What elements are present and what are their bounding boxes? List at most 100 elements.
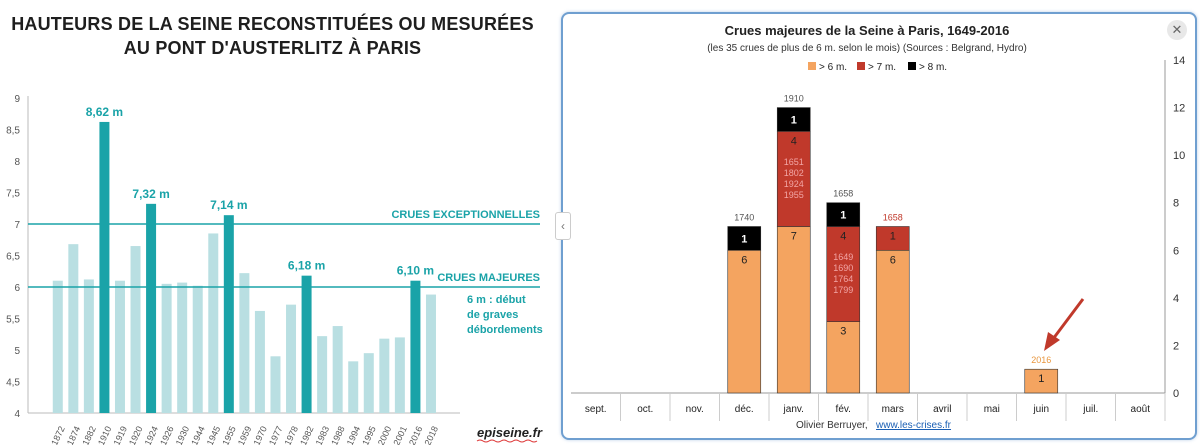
data-label: 8,62 m: [86, 105, 123, 119]
bar-1994: [348, 361, 359, 413]
bar-segment-mars: [875, 226, 910, 251]
bar-segment-janv.: [776, 131, 811, 227]
x-tick-label: août: [1131, 404, 1151, 415]
y-tick-label: 8: [14, 157, 20, 168]
bar-2016: [410, 280, 421, 413]
y-tick-label: 6: [1173, 245, 1179, 257]
bar-1982: [301, 275, 312, 413]
close-button[interactable]: ✕: [1167, 20, 1187, 40]
y-tick-label: 8,5: [6, 126, 20, 137]
x-tick-label: juin: [1032, 404, 1049, 415]
y-tick-label: 12: [1173, 103, 1185, 115]
bar-annotation: 1658: [883, 213, 903, 223]
bar-1944: [192, 285, 203, 413]
red-arrow-shaft: [1051, 298, 1085, 340]
y-tick-label: 8: [1173, 198, 1179, 210]
legend-swatch: [808, 62, 816, 70]
y-tick-label: 0: [1173, 388, 1179, 400]
reference-line-label: CRUES MAJEURES: [437, 272, 540, 284]
legend-label: > 7 m.: [868, 62, 896, 73]
bar-segment-déc.: [727, 226, 762, 251]
segment-label: 3: [840, 326, 846, 338]
y-tick-label: 4: [14, 409, 20, 420]
bar-segment-mars: [875, 249, 910, 394]
inner-note-line: 1802: [784, 168, 804, 178]
data-label: 7,14 m: [210, 198, 247, 212]
left-chart-subtitle: AU PONT D'AUSTERLITZ À PARIS: [123, 38, 422, 58]
bar-1910: [99, 121, 110, 413]
data-label: 6,18 m: [288, 259, 325, 273]
bar-1978: [286, 304, 297, 413]
bar-1945: [208, 233, 219, 413]
bar-1995: [363, 353, 374, 413]
inner-note-line: 1690: [833, 263, 853, 273]
previous-arrow-button[interactable]: ‹: [555, 212, 571, 240]
bar-annotation: 1658: [833, 189, 853, 199]
segment-label: 7: [791, 231, 797, 243]
bar-segment-janv.: [776, 107, 811, 132]
right-chart-svg: Crues majeures de la Seine à Paris, 1649…: [571, 23, 1185, 431]
bar-2018: [425, 294, 436, 413]
bar-2000: [379, 338, 390, 413]
inner-note-line: 1651: [784, 157, 804, 167]
bar-1919: [114, 280, 125, 413]
x-tick-label: avril: [933, 404, 951, 415]
bar-1872: [52, 280, 63, 413]
bar-segment-fév.: [826, 202, 861, 227]
bar-1988: [332, 326, 343, 413]
data-label: 6,10 m: [397, 264, 434, 278]
left-chart-svg: 44,555,566,577,588,5918721874188219108,6…: [6, 94, 543, 445]
y-tick-label: 2: [1173, 340, 1179, 352]
bar-1920: [130, 246, 141, 413]
segment-label: 1: [741, 233, 747, 245]
segment-label: 4: [791, 135, 797, 147]
x-tick-label: janv.: [783, 404, 804, 415]
x-tick-label: déc.: [735, 404, 754, 415]
y-tick-label: 5,5: [6, 315, 20, 326]
bar-2001: [394, 337, 405, 413]
x-tick-label: nov.: [686, 404, 704, 415]
right-chart-window: Crues majeures de la Seine à Paris, 1649…: [555, 12, 1197, 440]
bar-1959: [239, 273, 250, 413]
left-chart-title: HAUTEURS DE LA SEINE RECONSTITUÉES OU ME…: [11, 14, 534, 34]
chart-subtitle: (les 35 crues de plus de 6 m. selon le m…: [707, 43, 1027, 54]
reference-note-line: 6 m : début: [467, 294, 526, 306]
y-tick-label: 7: [14, 220, 20, 231]
inner-note-line: 1649: [833, 252, 853, 262]
bar-annotation: 1910: [784, 94, 804, 104]
legend-label: > 8 m.: [919, 62, 947, 73]
author-label: Olivier Berruyer,: [796, 420, 868, 431]
legend-swatch: [857, 62, 865, 70]
bar-1882: [83, 279, 94, 413]
red-arrow-head: [1044, 332, 1060, 351]
bar-segment-déc.: [727, 249, 762, 394]
bar-1983: [317, 336, 328, 413]
source-link[interactable]: www.les-crises.fr: [875, 420, 952, 431]
left-chart-panel: HAUTEURS DE LA SEINE RECONSTITUÉES OU ME…: [0, 0, 545, 445]
y-tick-label: 6,5: [6, 252, 20, 263]
bar-1977: [270, 356, 281, 413]
y-tick-label: 6: [14, 283, 20, 294]
y-tick-label: 14: [1173, 55, 1185, 67]
data-label: 7,32 m: [132, 187, 169, 201]
y-tick-label: 10: [1173, 150, 1185, 162]
bar-1874: [68, 244, 79, 413]
bar-1924: [146, 203, 157, 413]
bar-segment-fév.: [826, 321, 861, 394]
y-tick-label: 4,5: [6, 378, 20, 389]
bar-segment-fév.: [826, 226, 861, 322]
x-tick-label: mars: [882, 404, 904, 415]
y-tick-label: 5: [14, 346, 20, 357]
bar-1955: [223, 215, 234, 413]
bar-segment-juin: [1024, 368, 1059, 394]
segment-label: 1: [1038, 373, 1044, 385]
reference-line-label: CRUES EXCEPTIONNELLES: [391, 209, 540, 221]
segment-label: 6: [890, 254, 896, 266]
legend-swatch: [908, 62, 916, 70]
bar-1970: [254, 310, 265, 413]
legend-label: > 6 m.: [819, 62, 847, 73]
x-tick-label: fév.: [836, 404, 851, 415]
bar-segment-janv.: [776, 226, 811, 394]
x-tick-label: juil.: [1082, 404, 1098, 415]
inner-note-line: 1799: [833, 285, 853, 295]
